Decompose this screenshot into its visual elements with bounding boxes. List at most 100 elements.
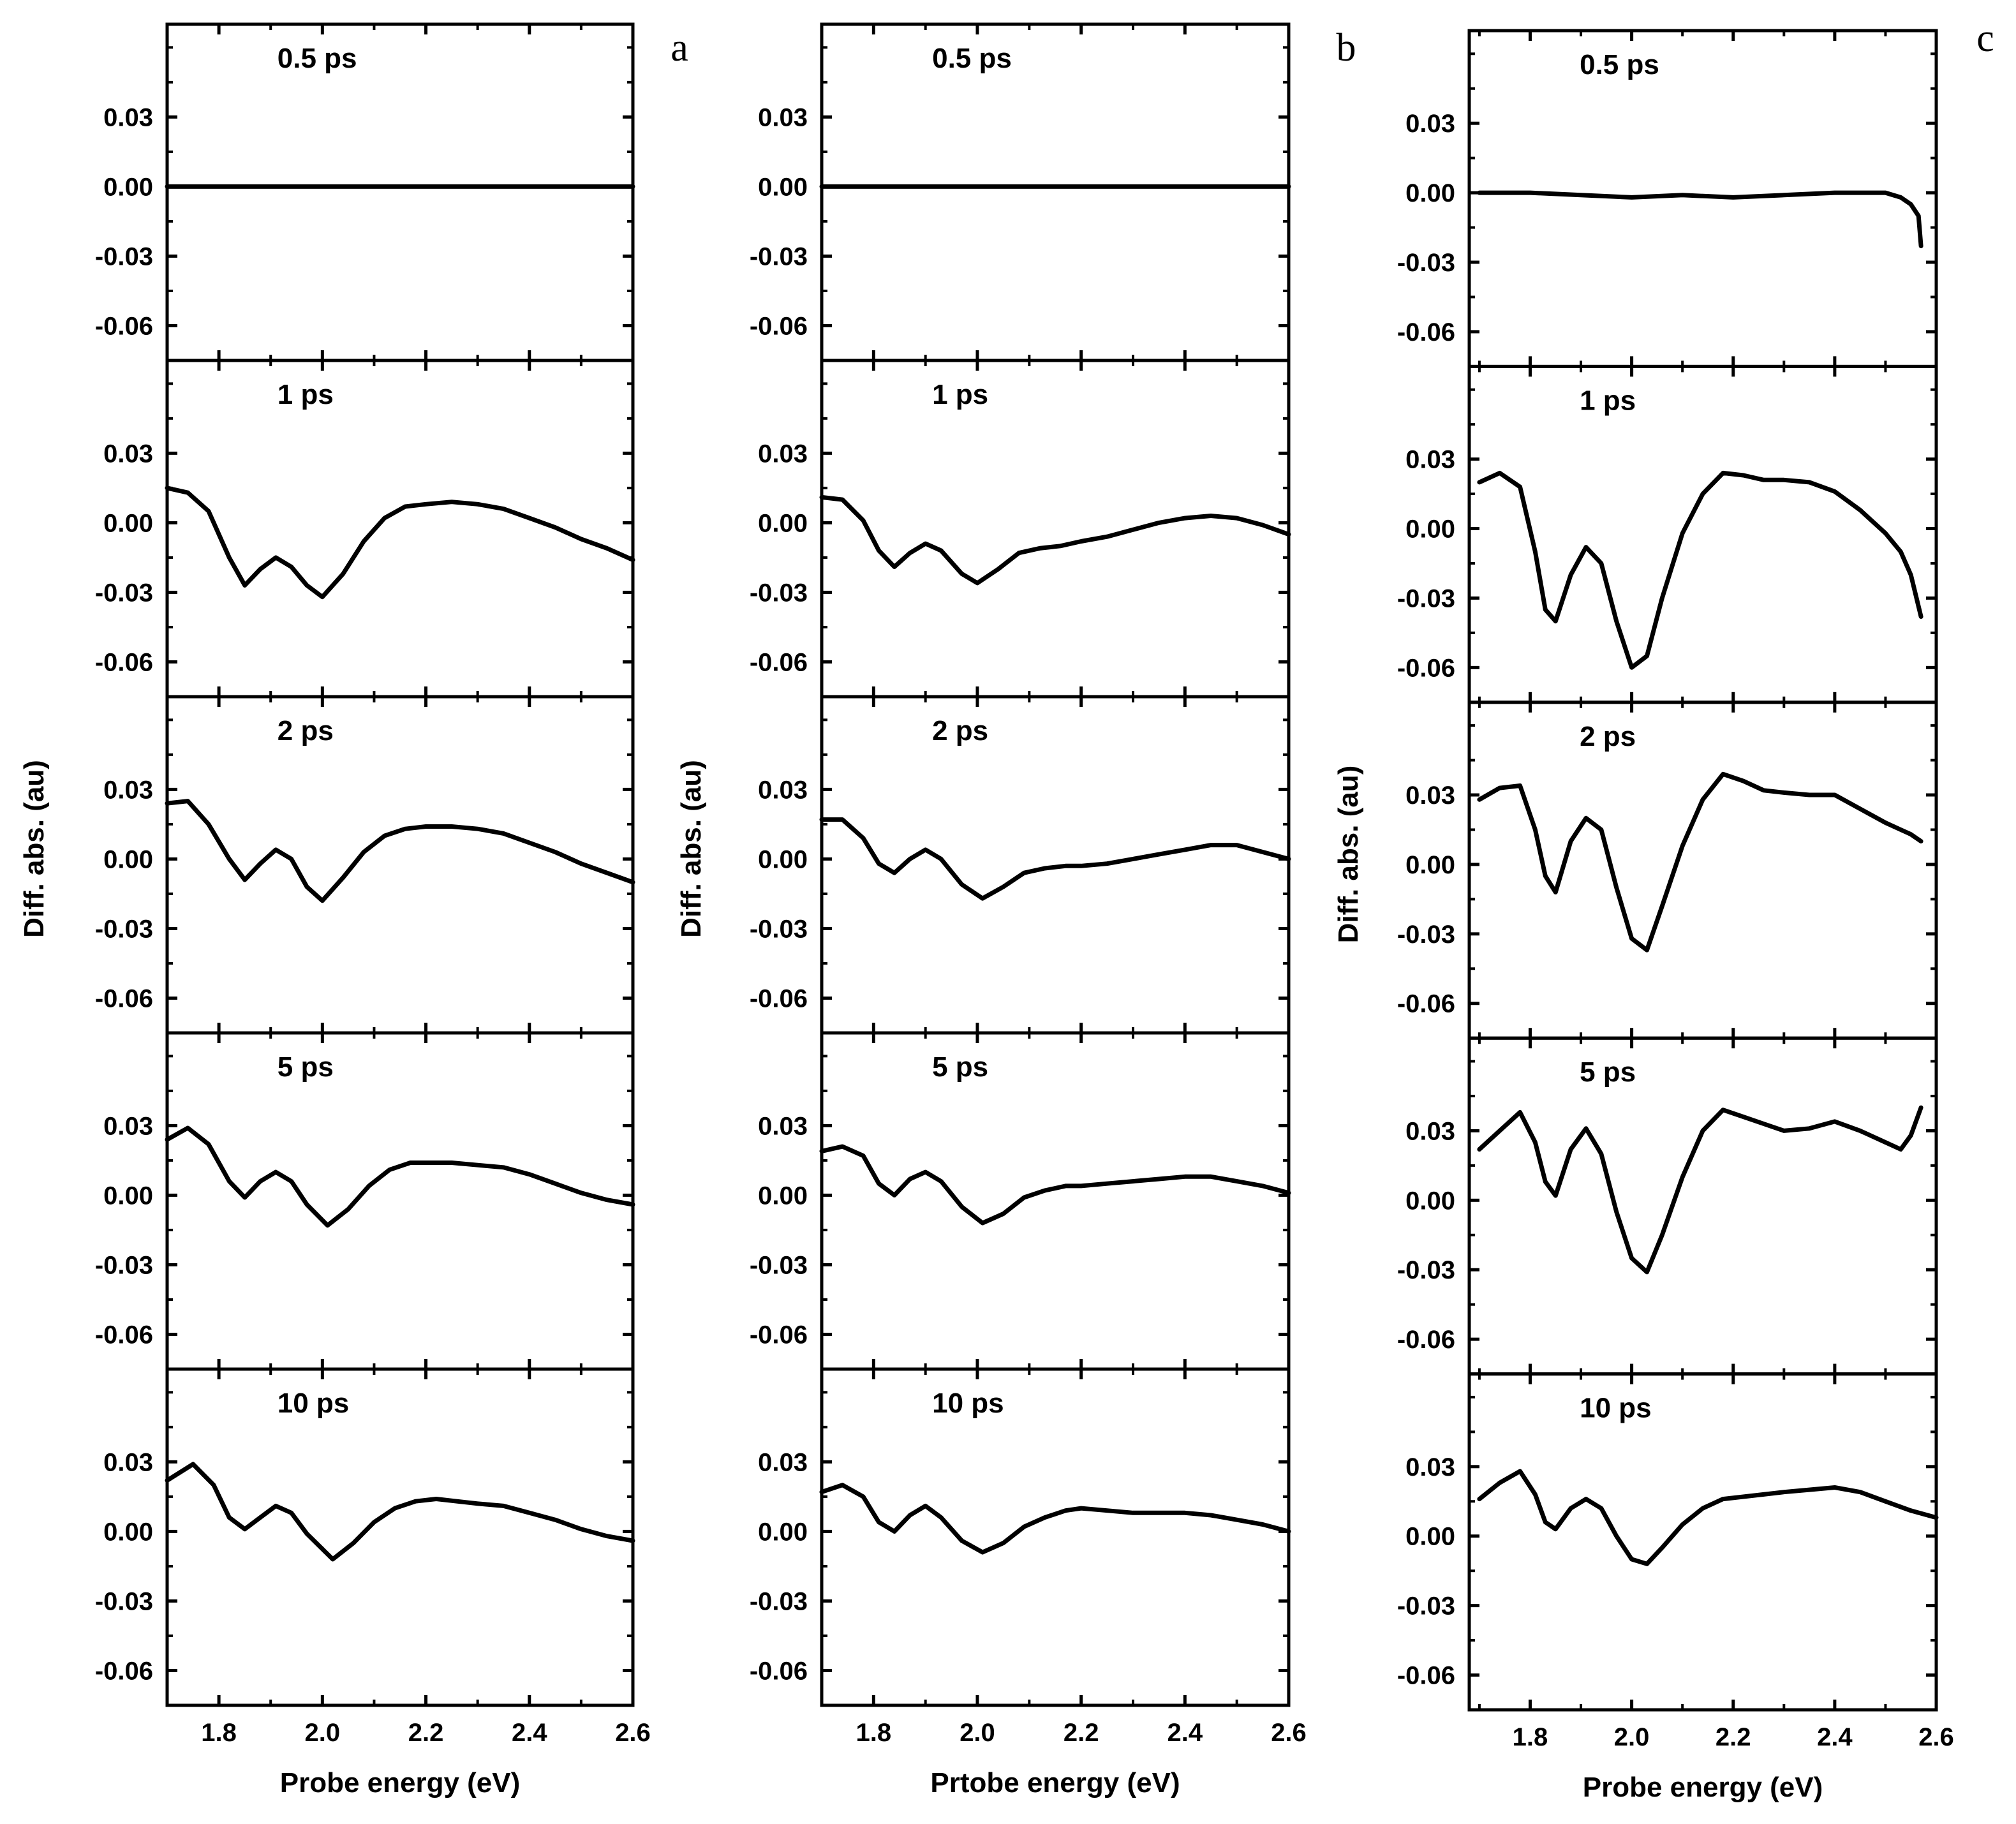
y-tick-label: -0.06 bbox=[95, 312, 153, 340]
y-tick-label: 0.03 bbox=[758, 776, 808, 804]
series-label: 10 ps bbox=[278, 1388, 350, 1419]
series-label: 5 ps bbox=[278, 1051, 334, 1083]
x-tick-label: 2.0 bbox=[960, 1719, 995, 1747]
y-tick-label: -0.06 bbox=[750, 1321, 808, 1349]
subplot-frame bbox=[165, 1031, 635, 1371]
y-tick-label: -0.03 bbox=[750, 242, 808, 271]
subplot-c-5: 0.03 0.00 -0.03 -0.06 10 ps bbox=[1397, 1372, 1939, 1712]
series-label: 10 ps bbox=[1580, 1393, 1652, 1424]
y-tick-label: 0.00 bbox=[758, 509, 808, 537]
y-tick-label: 0.03 bbox=[103, 1448, 153, 1476]
x-tick-label: 2.2 bbox=[1716, 1723, 1751, 1751]
y-tick-label: -0.03 bbox=[1397, 921, 1455, 949]
y-tick-label: -0.06 bbox=[750, 648, 808, 676]
y-tick-label: 0.03 bbox=[758, 103, 808, 131]
x-tick-label: 2.2 bbox=[408, 1719, 444, 1747]
y-tick-label: -0.06 bbox=[95, 984, 153, 1012]
subplot-a-3: 0.03 0.00 -0.03 -0.06 2 ps bbox=[95, 695, 635, 1035]
y-tick-label: -0.03 bbox=[750, 1251, 808, 1279]
x-tick-label: 1.8 bbox=[856, 1719, 892, 1747]
y-tick-label: 0.03 bbox=[758, 1448, 808, 1476]
y-tick-label: -0.03 bbox=[750, 579, 808, 607]
series-label: 1 ps bbox=[1580, 385, 1636, 416]
y-tick-label: 0.03 bbox=[1405, 446, 1455, 474]
x-tick-label: 2.6 bbox=[615, 1719, 651, 1747]
y-axis-title: Diff. abs. (au) bbox=[676, 760, 707, 938]
series-line bbox=[1477, 1469, 1939, 1566]
series-line bbox=[1477, 1105, 1923, 1275]
subplot-c-1: 0.03 0.00 -0.03 -0.06 0.5 ps bbox=[1397, 29, 1938, 368]
y-tick-label: 0.03 bbox=[103, 440, 153, 468]
y-tick-label: -0.06 bbox=[1397, 1326, 1455, 1354]
y-tick-label: 0.00 bbox=[103, 509, 153, 537]
subplot-a-4: 0.03 0.00 -0.03 -0.06 5 ps bbox=[95, 1031, 635, 1371]
subplot-c-2: 0.03 0.00 -0.03 -0.06 1 ps bbox=[1397, 364, 1938, 704]
series-line bbox=[1477, 771, 1923, 953]
series-label: 2 ps bbox=[278, 715, 334, 746]
y-tick-label: -0.06 bbox=[95, 1657, 153, 1685]
y-tick-label: -0.03 bbox=[95, 915, 153, 943]
subplot-a-5: 0.03 0.00 -0.03 -0.06 10 ps bbox=[95, 1367, 635, 1707]
y-tick-label: -0.06 bbox=[750, 312, 808, 340]
subplot-frame bbox=[1467, 29, 1938, 368]
series-label: 2 ps bbox=[1580, 721, 1636, 752]
series-label: 0.5 ps bbox=[1580, 49, 1659, 80]
series-line bbox=[165, 1462, 635, 1562]
panel-letter: b bbox=[1337, 26, 1356, 70]
x-axis-title: Prtobe energy (eV) bbox=[930, 1767, 1180, 1798]
x-tick-label: 2.2 bbox=[1064, 1719, 1099, 1747]
subplot-frame bbox=[165, 22, 635, 362]
panel-letter: c bbox=[1976, 17, 1994, 60]
y-tick-label: -0.03 bbox=[1397, 1592, 1455, 1620]
y-tick-label: 0.03 bbox=[1405, 110, 1455, 138]
y-tick-label: -0.03 bbox=[1397, 584, 1455, 612]
subplot-b-3: 0.03 0.00 -0.03 -0.06 2 ps bbox=[750, 695, 1291, 1035]
y-tick-label: -0.06 bbox=[750, 1657, 808, 1685]
series-line bbox=[819, 1483, 1291, 1555]
y-tick-label: 0.00 bbox=[758, 845, 808, 873]
y-tick-label: 0.03 bbox=[103, 103, 153, 131]
y-tick-label: -0.03 bbox=[95, 579, 153, 607]
y-tick-label: -0.06 bbox=[95, 1321, 153, 1349]
y-axis-title: Diff. abs. (au) bbox=[1333, 766, 1364, 944]
panel-letter: a bbox=[671, 26, 688, 70]
y-tick-label: 0.03 bbox=[1405, 782, 1455, 810]
y-tick-label: 0.00 bbox=[103, 845, 153, 873]
y-tick-label: -0.06 bbox=[95, 648, 153, 676]
y-tick-label: 0.03 bbox=[758, 1112, 808, 1140]
y-tick-label: 0.00 bbox=[758, 1182, 808, 1210]
x-tick-label: 1.8 bbox=[201, 1719, 237, 1747]
series-line bbox=[819, 1144, 1291, 1226]
y-tick-label: 0.00 bbox=[758, 173, 808, 201]
y-tick-label: 0.03 bbox=[1405, 1117, 1455, 1145]
series-label: 5 ps bbox=[1580, 1057, 1636, 1088]
subplot-frame bbox=[1467, 1372, 1938, 1712]
subplot-c-4: 0.03 0.00 -0.03 -0.06 5 ps bbox=[1397, 1036, 1938, 1376]
x-tick-label: 2.4 bbox=[1167, 1719, 1203, 1747]
subplot-frame bbox=[820, 1367, 1291, 1707]
series-line bbox=[819, 494, 1291, 586]
subplot-frame bbox=[820, 359, 1291, 699]
y-tick-label: 0.00 bbox=[1405, 179, 1455, 207]
y-tick-label: -0.03 bbox=[95, 1587, 153, 1615]
subplot-b-2: 0.03 0.00 -0.03 -0.06 1 ps bbox=[750, 359, 1291, 699]
y-tick-label: -0.03 bbox=[1397, 1256, 1455, 1284]
y-tick-label: -0.06 bbox=[1397, 318, 1455, 346]
chart-column-a: 0.03 0.00 -0.03 -0.06 0.5 ps 0.03 0.00 -0.03 -0.… bbox=[19, 22, 688, 1798]
y-tick-label: -0.06 bbox=[750, 984, 808, 1012]
subplot-b-5: 0.03 0.00 -0.03 -0.06 10 ps bbox=[750, 1367, 1291, 1707]
x-tick-label: 2.6 bbox=[1271, 1719, 1307, 1747]
series-line bbox=[819, 817, 1291, 901]
y-tick-label: -0.03 bbox=[95, 1251, 153, 1279]
x-axis-title: Probe energy (eV) bbox=[1583, 1772, 1823, 1803]
y-tick-label: -0.06 bbox=[1397, 1662, 1455, 1690]
y-tick-label: 0.00 bbox=[103, 1518, 153, 1546]
chart-column-c: 0.03 0.00 -0.03 -0.06 0.5 ps 0.03 0.00 -0.03 -0.… bbox=[1333, 17, 1994, 1803]
y-tick-label: 0.00 bbox=[103, 1182, 153, 1210]
y-tick-label: 0.00 bbox=[1405, 515, 1455, 544]
y-tick-label: 0.03 bbox=[103, 1112, 153, 1140]
x-axis-title: Probe energy (eV) bbox=[280, 1767, 521, 1798]
x-tick-label: 2.4 bbox=[1817, 1723, 1853, 1751]
x-tick-label: 2.6 bbox=[1918, 1723, 1954, 1751]
y-tick-label: 0.03 bbox=[1405, 1453, 1455, 1481]
